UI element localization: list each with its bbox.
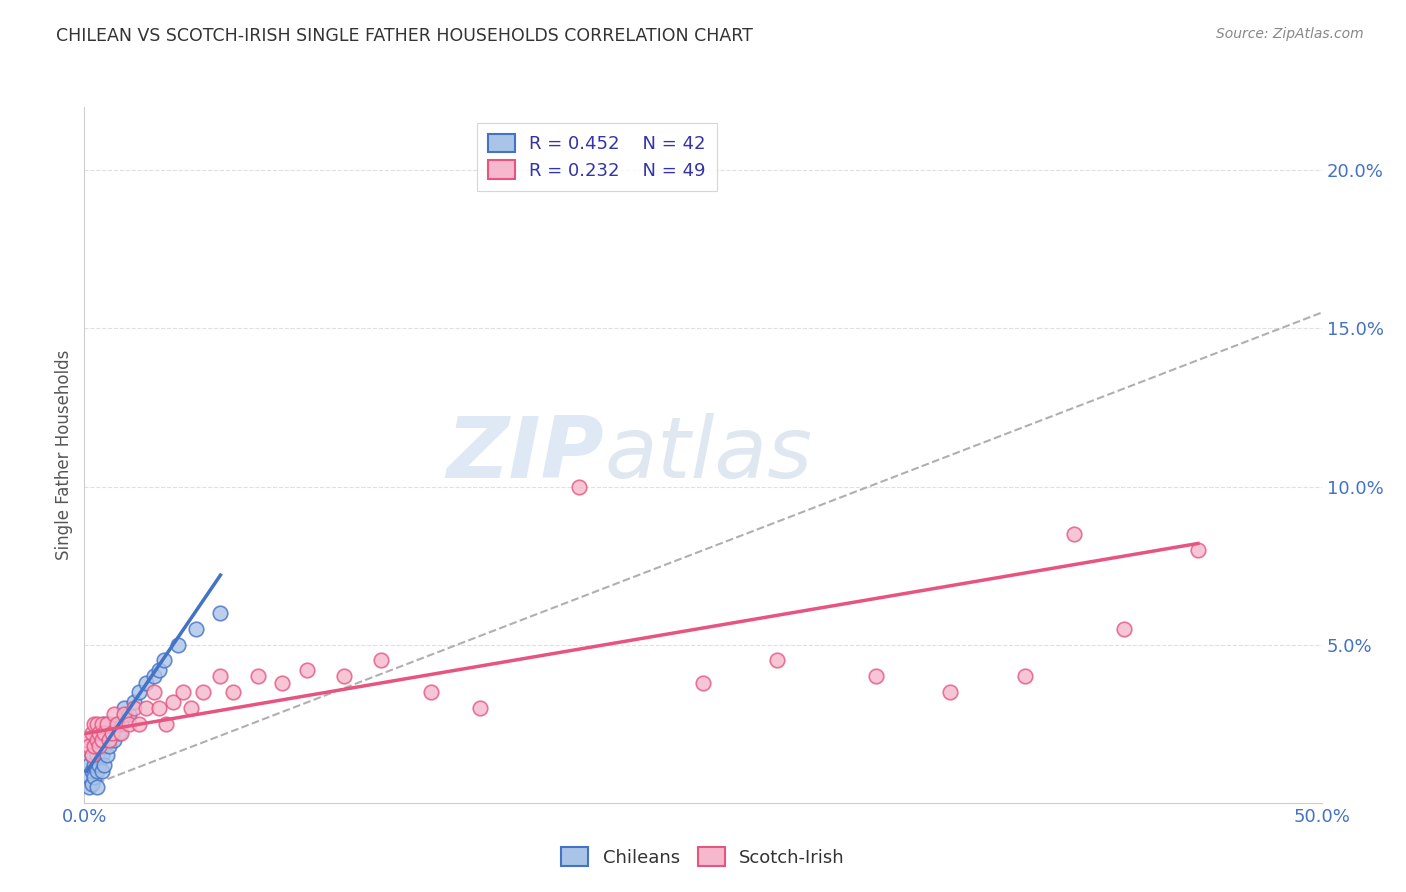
Point	[222, 685, 245, 699]
Point	[148, 663, 170, 677]
Point	[98, 732, 121, 747]
Point	[96, 732, 118, 747]
Point	[112, 707, 135, 722]
Point	[271, 675, 294, 690]
Point	[90, 748, 112, 763]
Point	[105, 716, 128, 731]
Point	[79, 739, 101, 753]
Text: CHILEAN VS SCOTCH-IRISH SINGLE FATHER HOUSEHOLDS CORRELATION CHART: CHILEAN VS SCOTCH-IRISH SINGLE FATHER HO…	[56, 27, 754, 45]
Point	[86, 716, 108, 731]
Point	[1187, 542, 1209, 557]
Point	[80, 726, 103, 740]
Text: Source: ZipAtlas.com: Source: ZipAtlas.com	[1216, 27, 1364, 41]
Point	[110, 726, 132, 740]
Point	[152, 653, 174, 667]
Point	[98, 739, 121, 753]
Point	[90, 716, 112, 731]
Point	[83, 739, 105, 753]
Point	[103, 707, 125, 722]
Point	[86, 732, 108, 747]
Point	[142, 669, 165, 683]
Point	[135, 701, 157, 715]
Point	[191, 685, 214, 699]
Point	[79, 780, 101, 794]
Point	[142, 685, 165, 699]
Point	[135, 675, 157, 690]
Point	[939, 685, 962, 699]
Point	[1014, 669, 1036, 683]
Point	[162, 695, 184, 709]
Point	[83, 771, 105, 785]
Point	[246, 669, 269, 683]
Point	[93, 757, 115, 772]
Point	[86, 748, 108, 763]
Point	[108, 726, 131, 740]
Point	[128, 685, 150, 699]
Point	[122, 701, 145, 715]
Point	[180, 701, 202, 715]
Point	[86, 764, 108, 779]
Point	[172, 685, 194, 699]
Point	[86, 780, 108, 794]
Y-axis label: Single Father Households: Single Father Households	[55, 350, 73, 560]
Point	[105, 716, 128, 731]
Point	[80, 764, 103, 779]
Point	[865, 669, 887, 683]
Point	[766, 653, 789, 667]
Point	[80, 748, 103, 763]
Point	[90, 732, 112, 747]
Point	[148, 701, 170, 715]
Point	[83, 757, 105, 772]
Point	[89, 739, 111, 753]
Point	[568, 479, 591, 493]
Point	[90, 732, 112, 747]
Point	[98, 716, 121, 731]
Point	[333, 669, 356, 683]
Point	[103, 732, 125, 747]
Point	[90, 764, 112, 779]
Point	[470, 701, 492, 715]
Point	[96, 716, 118, 731]
Point	[76, 771, 98, 785]
Point	[76, 732, 98, 747]
Point	[118, 716, 141, 731]
Point	[96, 748, 118, 763]
Point	[419, 685, 441, 699]
Point	[370, 653, 392, 667]
Point	[86, 732, 108, 747]
Point	[100, 726, 122, 740]
Point	[155, 716, 177, 731]
Point	[89, 726, 111, 740]
Point	[128, 716, 150, 731]
Point	[295, 663, 318, 677]
Point	[93, 716, 115, 731]
Point	[83, 716, 105, 731]
Point	[93, 726, 115, 740]
Legend: Chileans, Scotch-Irish: Chileans, Scotch-Irish	[554, 840, 852, 874]
Point	[93, 739, 115, 753]
Point	[89, 757, 111, 772]
Point	[209, 669, 232, 683]
Point	[167, 638, 190, 652]
Point	[110, 716, 132, 731]
Point	[184, 622, 207, 636]
Point	[100, 726, 122, 740]
Point	[80, 748, 103, 763]
Text: ZIP: ZIP	[446, 413, 605, 497]
Point	[1112, 622, 1135, 636]
Point	[112, 701, 135, 715]
Point	[118, 707, 141, 722]
Point	[209, 606, 232, 620]
Point	[1063, 527, 1085, 541]
Point	[89, 739, 111, 753]
Point	[79, 757, 101, 772]
Point	[89, 726, 111, 740]
Point	[83, 739, 105, 753]
Text: atlas: atlas	[605, 413, 813, 497]
Point	[122, 695, 145, 709]
Point	[692, 675, 714, 690]
Point	[80, 777, 103, 791]
